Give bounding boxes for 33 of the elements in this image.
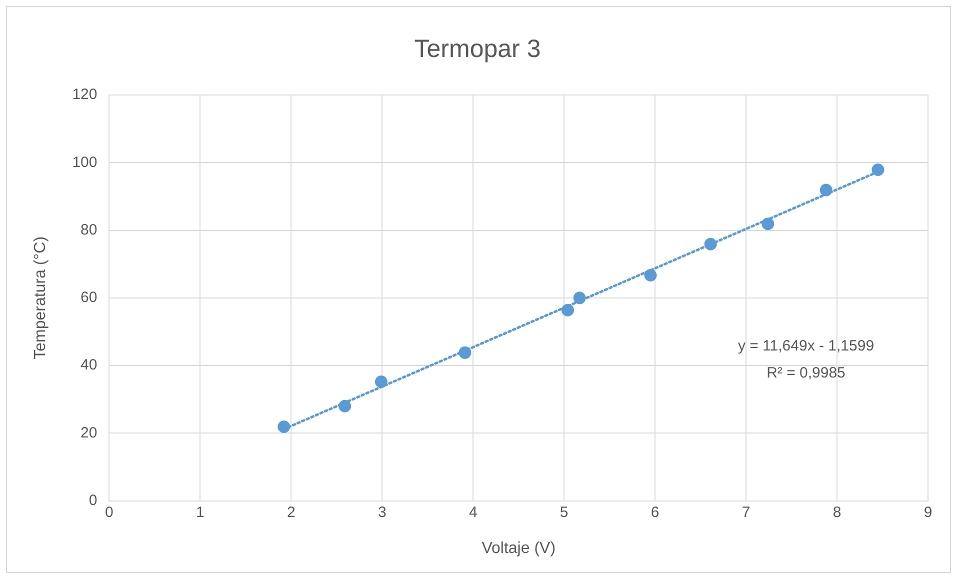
x-tick-label: 1: [196, 504, 204, 521]
point: [561, 304, 574, 316]
x-axis-title: Voltaje (V): [482, 540, 556, 557]
annotation: R² = 0,9985: [766, 364, 846, 382]
point: [278, 420, 290, 433]
chart-title: Termopar 3: [414, 34, 541, 63]
y-tick-label: 60: [80, 289, 98, 306]
point: [872, 163, 884, 176]
point: [644, 268, 657, 282]
y-tick-label: 20: [80, 424, 98, 442]
y-tick-label: 80: [80, 221, 98, 238]
x-tick-label: 8: [832, 504, 842, 521]
x-tick-label: 5: [560, 504, 568, 521]
x-tick-label: 9: [924, 504, 932, 521]
point: [374, 376, 388, 388]
x-tick-label: 6: [650, 504, 660, 521]
point: [458, 346, 472, 359]
y-tick-label: 0: [88, 492, 98, 509]
point: [704, 238, 717, 250]
x-tick-label: 7: [742, 504, 750, 521]
x-tick-label: 0: [105, 504, 114, 521]
y-tick-label: 120: [72, 86, 98, 104]
y-tick-label: 100: [72, 154, 98, 171]
y-tick-label: 40: [80, 356, 98, 374]
point: [762, 218, 774, 230]
point: [573, 292, 586, 304]
x-tick-label: 4: [468, 504, 478, 521]
x-tick-label: 3: [378, 504, 386, 521]
point: [820, 184, 832, 196]
point: [338, 400, 352, 412]
annotation: y = 11,649x - 1,1599: [738, 338, 874, 355]
y-axis-title: Temperatura (°C): [32, 236, 50, 360]
x-tick-label: 2: [287, 504, 296, 521]
